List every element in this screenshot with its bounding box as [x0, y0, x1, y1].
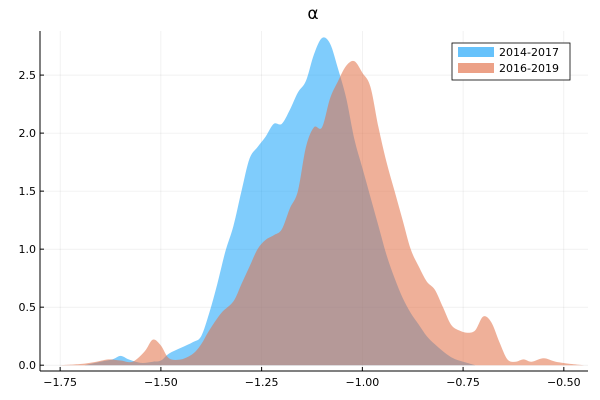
chart-title: α — [307, 4, 318, 24]
series-areas — [60, 37, 584, 366]
x-tick-label: −1.25 — [245, 376, 279, 389]
x-tick-label: −1.00 — [345, 376, 379, 389]
y-tick-label: 2.0 — [19, 127, 37, 140]
legend: 2014-2017 2016-2019 — [451, 42, 571, 81]
x-tick-label: −0.75 — [446, 376, 480, 389]
x-tick-label: −0.50 — [547, 376, 581, 389]
y-tick-label: 1.5 — [19, 185, 37, 198]
y-tick-label: 1.0 — [19, 243, 37, 256]
legend-swatch-1 — [458, 47, 494, 57]
series-area-2 — [60, 60, 584, 366]
y-tick-label: 2.5 — [19, 69, 37, 82]
y-ticks: 0.0 0.5 1.0 1.5 2.0 2.5 — [19, 69, 44, 372]
x-tick-label: −1.75 — [43, 376, 77, 389]
legend-swatch-2 — [458, 63, 494, 73]
x-tick-label: −1.50 — [144, 376, 178, 389]
axes — [39, 31, 588, 372]
x-ticks: −1.75 −1.50 −1.25 −1.00 −0.75 −0.50 — [43, 367, 581, 389]
y-tick-label: 0.0 — [19, 359, 37, 372]
legend-label-2: 2016-2019 — [499, 62, 559, 75]
y-tick-label: 0.5 — [19, 301, 37, 314]
legend-label-1: 2014-2017 — [499, 46, 559, 59]
